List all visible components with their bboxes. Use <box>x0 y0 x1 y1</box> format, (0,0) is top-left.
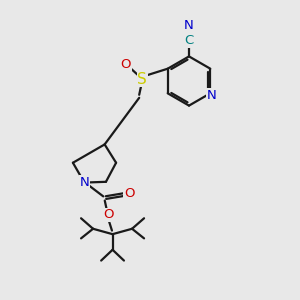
Text: N: N <box>207 89 217 102</box>
Text: O: O <box>120 58 131 71</box>
Text: N: N <box>80 176 90 189</box>
Text: O: O <box>103 208 114 221</box>
Text: S: S <box>137 72 147 87</box>
Text: O: O <box>124 187 135 200</box>
Text: C: C <box>184 34 194 47</box>
Text: N: N <box>184 19 194 32</box>
